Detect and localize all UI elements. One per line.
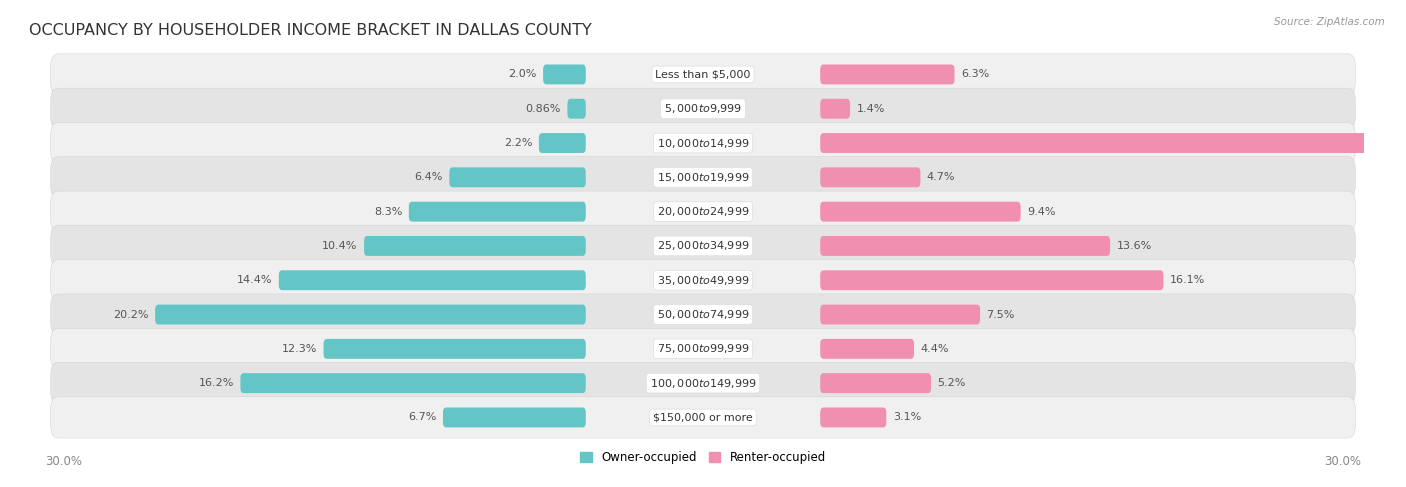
- Text: 16.1%: 16.1%: [1170, 275, 1205, 285]
- Text: 7.5%: 7.5%: [987, 310, 1015, 319]
- FancyBboxPatch shape: [51, 157, 1355, 198]
- FancyBboxPatch shape: [323, 339, 586, 359]
- FancyBboxPatch shape: [409, 202, 586, 222]
- FancyBboxPatch shape: [443, 408, 586, 428]
- Text: 4.7%: 4.7%: [927, 172, 955, 182]
- FancyBboxPatch shape: [278, 270, 586, 290]
- Text: Less than $5,000: Less than $5,000: [655, 70, 751, 79]
- Text: $20,000 to $24,999: $20,000 to $24,999: [657, 205, 749, 218]
- Text: 4.4%: 4.4%: [921, 344, 949, 354]
- Text: 5.2%: 5.2%: [938, 378, 966, 388]
- Text: $15,000 to $19,999: $15,000 to $19,999: [657, 171, 749, 184]
- Text: $10,000 to $14,999: $10,000 to $14,999: [657, 136, 749, 150]
- FancyBboxPatch shape: [568, 99, 586, 119]
- FancyBboxPatch shape: [820, 408, 886, 428]
- Text: 20.2%: 20.2%: [114, 310, 149, 319]
- Text: $150,000 or more: $150,000 or more: [654, 412, 752, 422]
- FancyBboxPatch shape: [820, 373, 931, 393]
- FancyBboxPatch shape: [51, 294, 1355, 335]
- Text: 28.4%: 28.4%: [1376, 138, 1406, 148]
- FancyBboxPatch shape: [538, 133, 586, 153]
- Text: 9.4%: 9.4%: [1026, 206, 1056, 217]
- Text: 6.4%: 6.4%: [415, 172, 443, 182]
- Text: 2.0%: 2.0%: [509, 70, 537, 79]
- Text: 8.3%: 8.3%: [374, 206, 402, 217]
- Text: $100,000 to $149,999: $100,000 to $149,999: [650, 376, 756, 390]
- FancyBboxPatch shape: [450, 168, 586, 187]
- FancyBboxPatch shape: [51, 260, 1355, 301]
- FancyBboxPatch shape: [51, 362, 1355, 404]
- FancyBboxPatch shape: [820, 236, 1111, 256]
- FancyBboxPatch shape: [820, 202, 1021, 222]
- Legend: Owner-occupied, Renter-occupied: Owner-occupied, Renter-occupied: [575, 447, 831, 469]
- FancyBboxPatch shape: [364, 236, 586, 256]
- FancyBboxPatch shape: [51, 191, 1355, 232]
- Text: 0.86%: 0.86%: [526, 104, 561, 114]
- Text: 6.3%: 6.3%: [960, 70, 990, 79]
- Text: $75,000 to $99,999: $75,000 to $99,999: [657, 342, 749, 356]
- Text: $5,000 to $9,999: $5,000 to $9,999: [664, 102, 742, 115]
- Text: 10.4%: 10.4%: [322, 241, 357, 251]
- FancyBboxPatch shape: [543, 64, 586, 84]
- Text: 3.1%: 3.1%: [893, 412, 921, 422]
- FancyBboxPatch shape: [820, 133, 1406, 153]
- Text: Source: ZipAtlas.com: Source: ZipAtlas.com: [1274, 17, 1385, 27]
- Text: 16.2%: 16.2%: [198, 378, 233, 388]
- Text: 13.6%: 13.6%: [1116, 241, 1152, 251]
- Text: 6.7%: 6.7%: [408, 412, 436, 422]
- Text: 12.3%: 12.3%: [281, 344, 318, 354]
- Text: 14.4%: 14.4%: [236, 275, 273, 285]
- FancyBboxPatch shape: [155, 304, 586, 324]
- FancyBboxPatch shape: [51, 397, 1355, 438]
- FancyBboxPatch shape: [51, 225, 1355, 266]
- Text: OCCUPANCY BY HOUSEHOLDER INCOME BRACKET IN DALLAS COUNTY: OCCUPANCY BY HOUSEHOLDER INCOME BRACKET …: [30, 23, 592, 38]
- FancyBboxPatch shape: [820, 168, 921, 187]
- FancyBboxPatch shape: [820, 270, 1163, 290]
- Text: 1.4%: 1.4%: [856, 104, 884, 114]
- FancyBboxPatch shape: [51, 328, 1355, 370]
- FancyBboxPatch shape: [51, 88, 1355, 130]
- FancyBboxPatch shape: [820, 339, 914, 359]
- FancyBboxPatch shape: [820, 64, 955, 84]
- FancyBboxPatch shape: [820, 304, 980, 324]
- FancyBboxPatch shape: [51, 122, 1355, 164]
- FancyBboxPatch shape: [820, 99, 851, 119]
- FancyBboxPatch shape: [51, 54, 1355, 95]
- Text: $25,000 to $34,999: $25,000 to $34,999: [657, 240, 749, 252]
- FancyBboxPatch shape: [240, 373, 586, 393]
- Text: $35,000 to $49,999: $35,000 to $49,999: [657, 274, 749, 287]
- Text: 2.2%: 2.2%: [503, 138, 533, 148]
- Text: $50,000 to $74,999: $50,000 to $74,999: [657, 308, 749, 321]
